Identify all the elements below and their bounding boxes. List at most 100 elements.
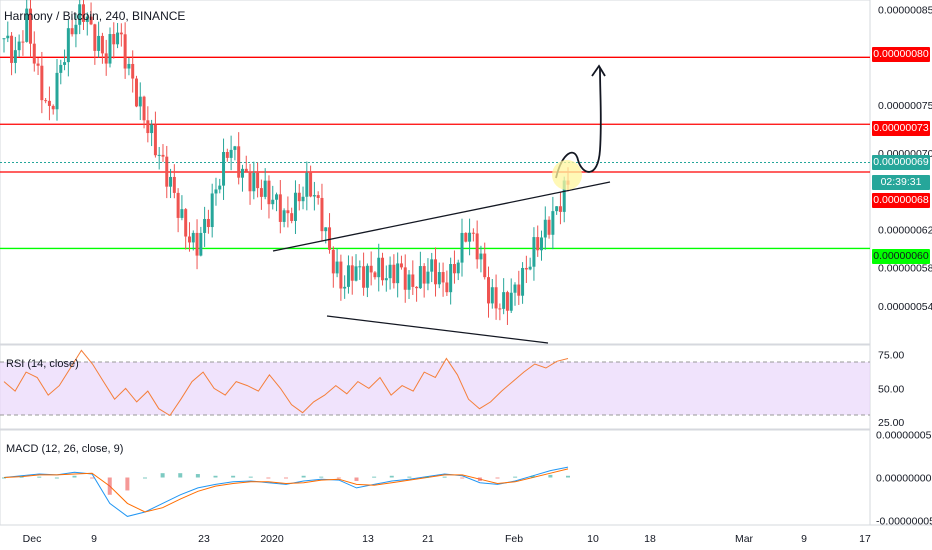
macd-line — [3, 466, 569, 517]
candle-body — [2, 38, 6, 40]
candle-body — [44, 100, 48, 102]
candle-body — [452, 264, 456, 274]
candle-body — [456, 262, 460, 274]
candle-body — [434, 259, 438, 285]
candle-body — [297, 192, 301, 202]
candle-body — [555, 206, 559, 212]
lower-trendline — [326, 315, 549, 344]
macd-histogram-bar — [90, 477, 95, 479]
candle-body — [369, 265, 373, 273]
macd-histogram-bar — [407, 476, 412, 478]
candle-body — [165, 156, 169, 187]
highlight-circle — [552, 160, 582, 190]
candle-body — [267, 180, 271, 205]
candle-body — [237, 146, 241, 178]
candle-body — [328, 227, 332, 250]
candle-body — [32, 43, 36, 64]
macd-pane-label: MACD (12, 26, close, 9) — [6, 443, 124, 455]
macd-histogram-bar — [195, 474, 200, 478]
candle-body — [134, 78, 138, 107]
candle-body — [85, 16, 89, 22]
candle-body — [51, 105, 55, 110]
candle-body — [309, 172, 313, 197]
candle-body — [244, 168, 248, 172]
candle-body — [490, 287, 494, 304]
candle-body — [388, 264, 392, 279]
candle-body — [13, 50, 17, 63]
candle-body — [305, 172, 309, 197]
candle-body — [263, 180, 267, 197]
upper-trendline — [272, 181, 611, 252]
candle-body — [415, 286, 419, 289]
candle-body — [222, 151, 226, 186]
time-axis[interactable]: Dec 9 23 2020 13 21 Feb 10 18 Mar 9 17 — [23, 533, 871, 545]
candle-body — [399, 263, 403, 268]
time-tick-label: 10 — [587, 533, 599, 545]
rsi-guides — [0, 361, 870, 416]
candle-body — [195, 232, 199, 256]
candle-body — [112, 34, 116, 45]
candle-body — [487, 277, 491, 304]
candle-body — [422, 266, 426, 284]
candle-body — [475, 233, 479, 260]
candle-body — [290, 213, 294, 221]
candle-body — [301, 196, 305, 202]
time-tick-label: 2020 — [260, 533, 284, 545]
rsi-tick-label: 50.00 — [878, 383, 904, 395]
macd-signal-line — [3, 468, 569, 513]
candle-body — [441, 272, 445, 283]
macd-histogram-bar — [143, 477, 147, 479]
candle-body — [312, 195, 316, 197]
candle-body — [248, 171, 252, 192]
candle-body — [78, 4, 82, 25]
time-tick-label: 9 — [801, 533, 807, 545]
macd-histogram-bar — [178, 473, 183, 478]
rsi-axis: 75.00 50.00 25.00 — [878, 349, 904, 429]
candle-body — [479, 253, 483, 260]
candle-body — [339, 261, 343, 289]
time-tick-label: 23 — [198, 533, 210, 545]
candle-body — [331, 249, 335, 274]
candle-body — [521, 267, 525, 296]
candle-body — [293, 192, 297, 221]
candle-body — [460, 232, 464, 263]
macd-histogram-bar — [213, 475, 218, 478]
price-tick-label: 0.00000085 — [878, 5, 932, 17]
candle-body — [403, 267, 407, 290]
macd-histogram-bar — [72, 475, 77, 478]
candle-body — [494, 287, 498, 309]
macd-histogram-bar — [125, 477, 130, 491]
candle-body — [206, 218, 210, 228]
rsi-pane-label: RSI (14, close) — [6, 358, 79, 370]
macd-histogram-bar — [354, 477, 359, 481]
candle-body — [40, 65, 44, 101]
macd-histogram-bar — [37, 476, 42, 478]
macd-histogram-bar — [248, 476, 253, 478]
macd-histogram-bar — [566, 475, 570, 478]
candle-body — [55, 72, 59, 110]
candle-body — [259, 188, 263, 197]
candle-body — [524, 267, 528, 270]
candle-body — [252, 172, 256, 192]
macd-histogram-bar — [548, 474, 553, 478]
candle-body — [358, 266, 362, 268]
macd-histogram-bar — [2, 477, 6, 479]
level-tag-068: 0.00000068 — [872, 193, 930, 208]
candle-body — [464, 232, 468, 242]
horizontal-levels — [0, 56, 870, 250]
rsi-band — [0, 362, 870, 415]
candle-body — [119, 32, 123, 35]
macd-tick-label: -0.00000005 — [876, 516, 932, 528]
candle-body — [509, 292, 513, 311]
candle-body — [59, 64, 63, 73]
candle-body — [150, 124, 154, 134]
level-tag-080: 0.00000080 — [872, 47, 930, 62]
candle-body — [517, 284, 521, 296]
candle-body — [562, 180, 566, 212]
candle-body — [210, 193, 214, 228]
rsi-tick-label: 25.00 — [878, 417, 904, 429]
level-tag-073: 0.00000073 — [872, 121, 930, 136]
candle-body — [502, 292, 506, 309]
candle-body — [89, 16, 93, 25]
